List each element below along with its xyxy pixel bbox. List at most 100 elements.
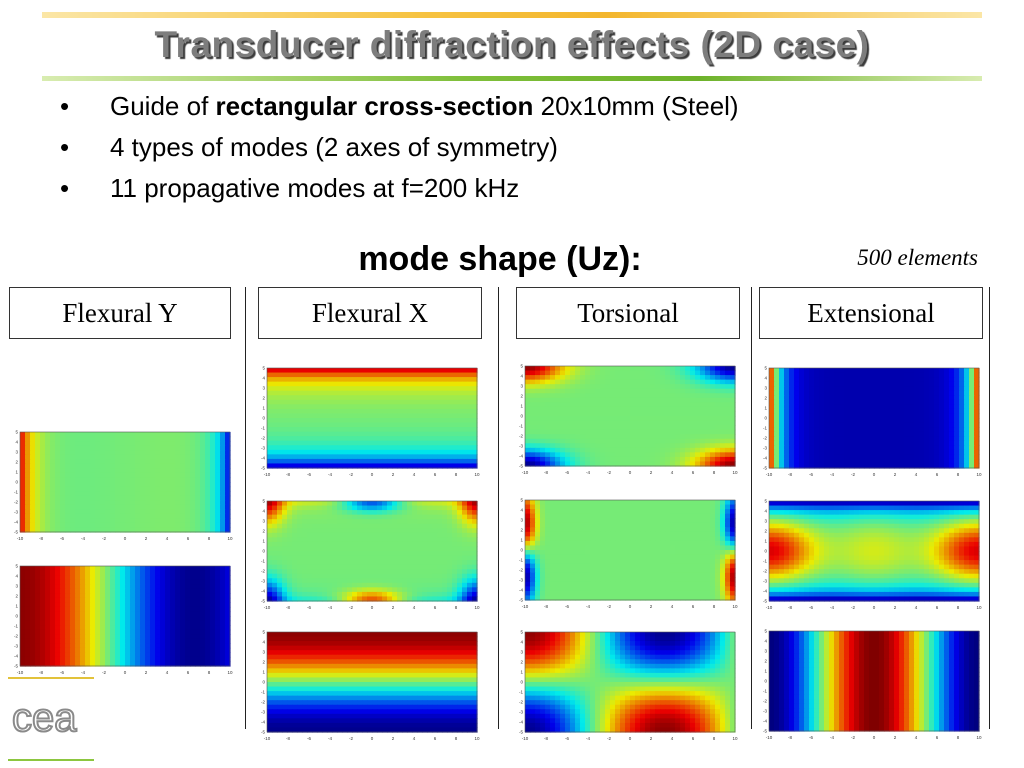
heatmap-cell [342, 718, 348, 724]
heatmap-cell [45, 491, 51, 497]
heatmap-cell [347, 532, 353, 538]
heatmap-cell [442, 582, 448, 588]
heatmap-cell [422, 501, 428, 507]
heatmap-cell [432, 727, 438, 733]
heatmap-cell [367, 704, 373, 710]
heatmap-cell [180, 445, 186, 451]
heatmap-cell [292, 636, 298, 642]
heatmap-cell [317, 458, 323, 465]
heatmap-cell [462, 645, 468, 651]
heatmap-cell [392, 672, 398, 679]
heatmap-cell [545, 384, 551, 390]
heatmap-cell [312, 532, 318, 538]
heatmap-cell [357, 569, 363, 575]
heatmap-cell [640, 375, 646, 381]
heatmap-cell [287, 399, 293, 405]
heatmap-cell [185, 491, 191, 497]
heatmap-cell [457, 700, 463, 706]
heatmap-cell [267, 704, 273, 710]
heatmap-cell [200, 527, 206, 533]
heatmap-cell [397, 422, 403, 428]
heatmap-cell [457, 395, 463, 401]
heatmap-cell [30, 570, 36, 576]
heatmap-cell [55, 509, 61, 515]
heatmap-cell [387, 537, 393, 543]
heatmap-cell [447, 686, 453, 692]
heatmap-cell [205, 602, 211, 608]
heatmap-cell [225, 656, 231, 663]
heatmap-cell [90, 570, 96, 576]
heatmap-cell [387, 573, 393, 579]
heatmap-cell [372, 427, 378, 433]
heatmap-cell [392, 528, 398, 534]
heatmap-cell [417, 390, 423, 396]
heatmap-cell [332, 528, 338, 534]
heatmap-cell [115, 643, 121, 649]
heatmap-cell [357, 372, 363, 378]
heatmap-cell [55, 652, 61, 658]
heatmap-cell [307, 677, 313, 683]
heatmap-cell [422, 454, 428, 460]
heatmap-cell [600, 366, 606, 372]
heatmap-cell [437, 431, 443, 437]
heatmap-cell [432, 528, 438, 534]
heatmap-cell [467, 569, 473, 575]
heatmap-cell [432, 713, 438, 719]
heatmap-cell [307, 532, 313, 538]
heatmap-cell [60, 486, 66, 492]
heatmap-cell [60, 634, 66, 640]
heatmap-cell [282, 632, 288, 638]
heatmap-cell [75, 436, 81, 442]
heatmap-cell [377, 632, 383, 638]
heatmap-cell [60, 566, 66, 572]
heatmap-cell [215, 661, 221, 667]
heatmap-cell [382, 591, 388, 598]
heatmap-cell [640, 384, 646, 390]
heatmap-cell [220, 597, 226, 603]
heatmap-cell [65, 468, 71, 474]
heatmap-cell [292, 528, 298, 534]
heatmap-cell [660, 379, 666, 385]
heatmap-cell [590, 384, 596, 390]
heatmap-cell [100, 647, 106, 653]
heatmap-cell [60, 459, 66, 465]
heatmap-cell [397, 523, 403, 529]
heatmap-cell [170, 441, 176, 447]
heatmap-cell [337, 654, 343, 660]
heatmap-cell [317, 436, 323, 442]
heatmap-cell [115, 584, 121, 590]
heatmap-cell [317, 551, 323, 557]
heatmap-cell [407, 722, 413, 729]
heatmap-cell [427, 691, 433, 697]
heatmap-cell [352, 573, 358, 579]
heatmap-cell [382, 413, 388, 419]
heatmap-cell [35, 584, 41, 590]
heatmap-cell [292, 532, 298, 538]
heatmap-cell [225, 522, 231, 529]
heatmap-cell [135, 472, 141, 479]
heatmap-cell [35, 495, 41, 501]
heatmap-cell [397, 427, 403, 433]
x-tick-label: -6 [307, 736, 311, 741]
heatmap-cell [85, 527, 91, 533]
heatmap-cell [220, 522, 226, 529]
heatmap-cell [427, 436, 433, 442]
heatmap-cell [347, 573, 353, 579]
heatmap-cell [407, 514, 413, 520]
heatmap-cell [130, 620, 136, 626]
heatmap-cell [170, 445, 176, 451]
heatmap-cell [452, 519, 458, 525]
heatmap-cell [210, 482, 216, 488]
heatmap-cell [437, 532, 443, 538]
heatmap-cell [367, 514, 373, 520]
heatmap-cell [462, 682, 468, 688]
heatmap-cell [140, 450, 146, 456]
heatmap-cell [155, 472, 161, 479]
heatmap-cell [412, 399, 418, 405]
heatmap-cell [277, 404, 283, 410]
heatmap-cell [75, 584, 81, 590]
heatmap-cell [302, 501, 308, 507]
heatmap-cell [452, 523, 458, 529]
heatmap-cell [322, 578, 328, 584]
heatmap-cell [387, 408, 393, 415]
